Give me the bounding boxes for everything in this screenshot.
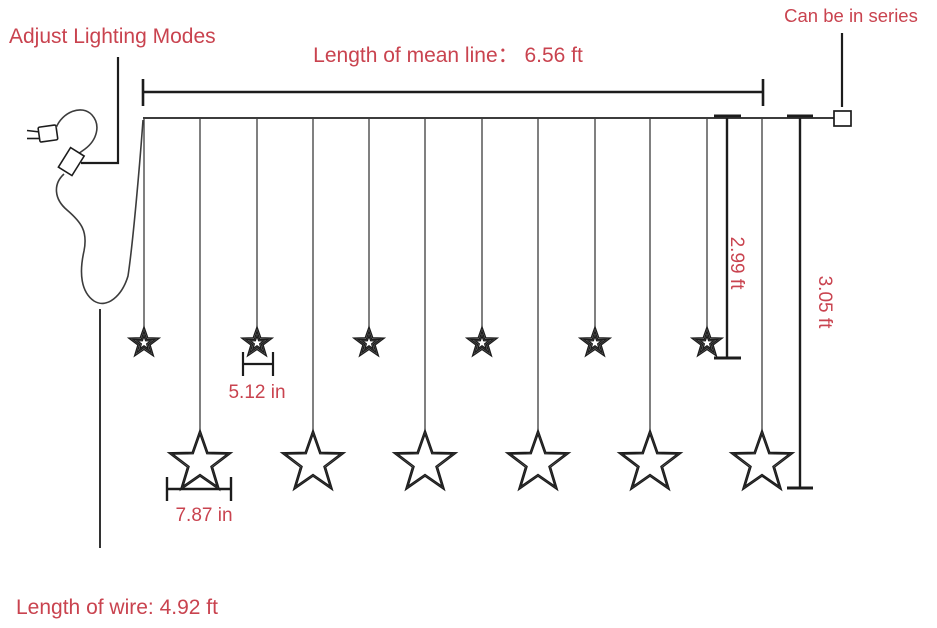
- small-star-icon: [126, 324, 162, 358]
- star-lights: [126, 324, 796, 492]
- small-star-icon: [689, 324, 725, 358]
- small-drop-length-label: 2.99 ft: [726, 237, 747, 291]
- small-star-width-bracket: [241, 352, 275, 376]
- small-star-icon: [239, 324, 275, 358]
- large-star-icon: [391, 427, 459, 492]
- power-plug-icon: [26, 124, 59, 143]
- plug-wire: [55, 109, 98, 155]
- adjust-lighting-modes-label: Adjust Lighting Modes: [9, 25, 216, 48]
- mean-line-length-label: Length of mean line： 6.56 ft: [313, 44, 583, 67]
- wire-length-label: Length of wire: 4.92 ft: [16, 596, 218, 619]
- large-star-icon: [166, 427, 234, 492]
- large-star-icon: [279, 427, 347, 492]
- small-drop-dimension: [714, 114, 741, 360]
- mean-line-dimension: [141, 79, 765, 106]
- large-star-icon: [616, 427, 684, 492]
- series-connector-icon: [833, 110, 852, 127]
- small-star-icon: [464, 324, 500, 358]
- drop-strings: [143, 118, 763, 430]
- small-star-width-label: 5.12 in: [228, 382, 285, 403]
- large-star-icon: [728, 427, 796, 492]
- small-star-icon: [351, 324, 387, 358]
- adjust-modes-pointer-line: [81, 57, 120, 165]
- large-star-width-label: 7.87 in: [175, 505, 232, 526]
- lighting-mode-controller-icon: [57, 146, 86, 177]
- large-drop-dimension: [787, 114, 813, 490]
- controller-wire-loop: [55, 119, 144, 305]
- large-drop-length-label: 3.05 ft: [814, 276, 835, 330]
- small-star-icon: [577, 324, 613, 358]
- large-star-icon: [504, 427, 572, 492]
- can-be-in-series-label: Can be in series: [784, 5, 918, 26]
- large-star-width-bracket: [165, 477, 233, 501]
